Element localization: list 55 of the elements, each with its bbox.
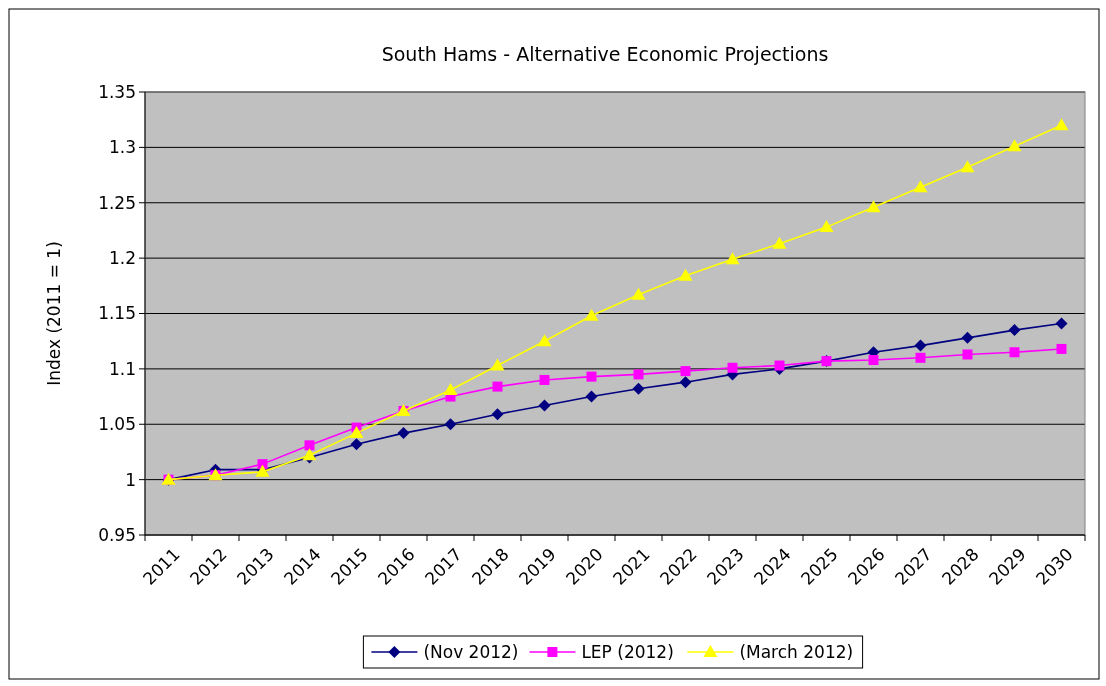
- legend-label: LEP (2012): [581, 641, 674, 662]
- point: [913, 180, 928, 193]
- point: [586, 371, 597, 382]
- point: [490, 358, 505, 371]
- point: [774, 360, 785, 371]
- y-tick-label: 1.1: [108, 358, 136, 379]
- y-tick-label: 1.05: [98, 414, 136, 435]
- y-tick-label: 1.2: [108, 248, 136, 269]
- point: [539, 374, 550, 385]
- point: [962, 349, 973, 360]
- point: [304, 440, 315, 451]
- point: [537, 334, 552, 347]
- point: [866, 200, 881, 213]
- point: [1054, 118, 1069, 131]
- point: [1007, 139, 1022, 152]
- point: [350, 438, 363, 451]
- point: [960, 160, 975, 173]
- point: [538, 399, 551, 412]
- point: [727, 362, 738, 373]
- point: [257, 459, 268, 470]
- point: [961, 331, 974, 344]
- y-tick-label: 1.3: [108, 137, 136, 158]
- point: [678, 268, 693, 281]
- point: [443, 382, 458, 395]
- point: [725, 252, 740, 265]
- point: [632, 382, 645, 395]
- point: [1055, 317, 1068, 330]
- y-tick-label: 1.25: [98, 192, 136, 213]
- point: [491, 408, 504, 421]
- point: [772, 236, 787, 249]
- point: [444, 418, 457, 431]
- point: [349, 426, 364, 439]
- point: [1009, 347, 1020, 358]
- point: [585, 390, 598, 403]
- point: [914, 339, 927, 352]
- legend-label: (Nov 2012): [423, 641, 519, 662]
- point: [633, 369, 644, 380]
- point: [915, 352, 926, 363]
- point: [679, 376, 692, 389]
- point: [492, 381, 503, 392]
- point: [1008, 324, 1021, 337]
- y-axis-title: Index (2011 = 1): [44, 241, 64, 386]
- point: [631, 287, 646, 300]
- legend-label: (March 2012): [739, 641, 854, 662]
- point: [397, 427, 410, 440]
- y-tick-label: 1: [125, 469, 136, 490]
- point: [584, 308, 599, 321]
- y-tick-label: 1.35: [98, 81, 136, 102]
- point: [868, 355, 879, 366]
- y-tick-label: 0.95: [98, 524, 136, 545]
- point: [1056, 343, 1067, 354]
- point: [680, 366, 691, 377]
- point: [819, 220, 834, 233]
- chart-title: South Hams - Alternative Economic Projections: [381, 43, 829, 65]
- y-tick-label: 1.15: [98, 303, 136, 324]
